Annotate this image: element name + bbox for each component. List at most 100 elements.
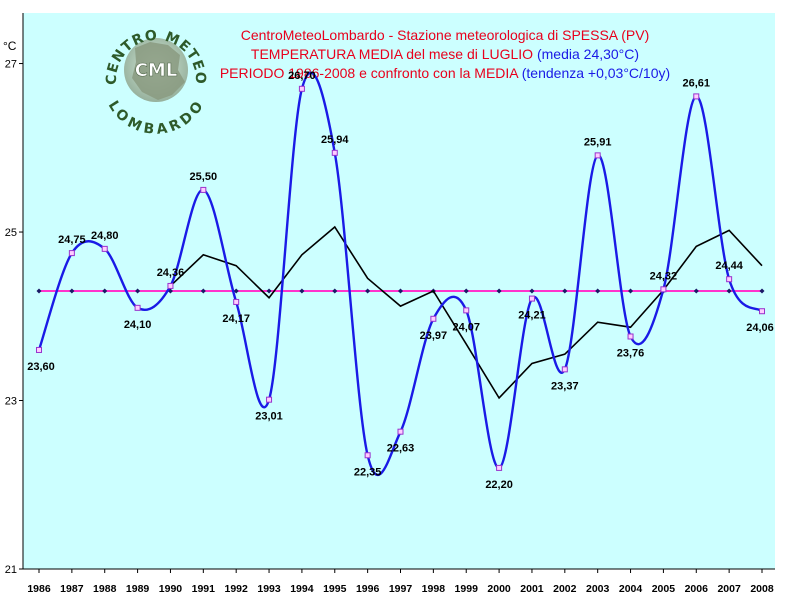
x-tick-label: 1995 [323, 583, 347, 595]
temperature-point [364, 452, 371, 459]
title-part-2: TEMPERATURA MEDIA del mese di LUGLIO [251, 46, 533, 62]
x-tick-label: 2007 [717, 583, 741, 595]
data-label: 24,07 [452, 321, 480, 333]
x-tick-label: 1991 [192, 583, 216, 595]
data-label: 22,63 [387, 443, 415, 455]
mean-point [233, 288, 239, 294]
mean-point [36, 288, 42, 294]
mean-point [463, 288, 469, 294]
temperature-point [759, 308, 765, 315]
temperature-point [36, 346, 42, 353]
temperature-point [463, 307, 470, 314]
data-labels: 23,60 24,75 24,80 24,10 24,36 25,50 24,17 23,01… [27, 70, 774, 491]
x-tick-label: 1998 [422, 583, 446, 595]
data-label: 22,35 [354, 466, 382, 478]
title-line-2: TEMPERATURA MEDIA del mese di LUGLIO (me… [251, 46, 639, 62]
x-tick-label: 2006 [685, 583, 709, 595]
axes: 21 23 25 27 1986 1987 1988 1989 1990 1991 1992 1993… [5, 59, 774, 595]
mean-point [398, 288, 403, 294]
temperature-point [397, 428, 404, 435]
series [36, 71, 765, 477]
y-tick-label: 23 [5, 396, 17, 408]
temperature-point [331, 149, 338, 156]
lombardy-map-icon [132, 42, 185, 100]
mean-point [200, 288, 206, 294]
title-line-1: CentroMeteoLombardo - Stazione meteorolo… [241, 27, 650, 43]
mean-point [562, 288, 568, 294]
data-label: 24,10 [124, 319, 152, 331]
x-tick-label: 1997 [389, 583, 413, 595]
temperature-point [528, 295, 535, 302]
x-tick-label: 2008 [750, 583, 774, 595]
temperature-point [200, 186, 207, 193]
data-label: 26,70 [288, 70, 316, 82]
x-tick-label: 2004 [619, 583, 643, 595]
data-label: 24,36 [157, 267, 185, 279]
temperature-point [561, 366, 568, 373]
mean-point [595, 288, 601, 294]
data-label: 24,06 [746, 322, 774, 334]
x-tick-label: 1986 [27, 583, 51, 595]
temperature-point [167, 282, 174, 289]
temperature-point [726, 276, 733, 283]
data-label: 26,61 [683, 77, 711, 89]
data-label: 24,44 [715, 260, 743, 272]
data-label: 23,01 [255, 411, 283, 423]
temperature-point [693, 93, 700, 100]
temperature-point [594, 152, 601, 159]
mean-point [759, 288, 765, 294]
title-part-5: (tendenza +0,03°C/10y) [522, 65, 670, 81]
temperature-point [233, 298, 240, 305]
y-tick-label: 27 [5, 59, 17, 71]
x-tick-label: 1993 [257, 583, 281, 595]
data-label: 23,37 [551, 380, 579, 392]
x-tick-label: 1990 [159, 583, 183, 595]
x-tick-label: 1988 [93, 583, 117, 595]
data-label: 23,97 [420, 330, 448, 342]
x-tick-label: 1987 [60, 583, 84, 595]
x-tick-label: 2002 [553, 583, 577, 595]
y-axis-unit: °C [3, 39, 17, 53]
title-part-4: PERIODO 1986-2008 e confronto con la MED… [220, 65, 519, 81]
mean-point [496, 288, 502, 294]
mean-point [693, 288, 699, 294]
mean-point [299, 288, 305, 294]
mean-point [102, 288, 108, 294]
temperature-point [266, 396, 273, 403]
temperature-point [627, 333, 634, 340]
data-label: 25,91 [584, 136, 612, 148]
temperature-point [660, 286, 667, 293]
title-part-3: (media 24,30°C) [537, 46, 639, 62]
x-tick-label: 1989 [126, 583, 150, 595]
data-label: 25,50 [190, 171, 218, 183]
y-tick-label: 25 [5, 227, 17, 239]
temperature-point [298, 85, 305, 92]
series-line-temperature [37, 71, 763, 477]
x-tick-label: 1994 [290, 583, 314, 595]
data-label: 25,94 [321, 134, 349, 146]
temperature-point [134, 304, 141, 311]
temperature-point [430, 315, 437, 322]
title-part-1: CentroMeteoLombardo - Stazione meteorolo… [241, 27, 650, 43]
data-label: 24,32 [650, 270, 678, 282]
mean-point [266, 288, 272, 294]
data-label: 23,60 [27, 361, 55, 373]
mean-point [365, 288, 371, 294]
data-label: 24,17 [222, 313, 250, 325]
logo-monogram: CML [135, 60, 178, 81]
mean-point [135, 288, 141, 294]
x-tick-label: 2001 [520, 583, 544, 595]
title-line-3: PERIODO 1986-2008 e confronto con la MED… [220, 65, 670, 81]
data-label: 23,76 [617, 347, 645, 359]
mean-point [529, 288, 535, 294]
x-tick-label: 2000 [487, 583, 511, 595]
mean-point [628, 288, 634, 294]
data-label: 22,20 [485, 479, 513, 491]
mean-point [726, 288, 732, 294]
temperature-point [68, 250, 75, 257]
data-label: 24,80 [91, 230, 119, 242]
temperature-point [101, 245, 108, 252]
mean-point [332, 288, 338, 294]
